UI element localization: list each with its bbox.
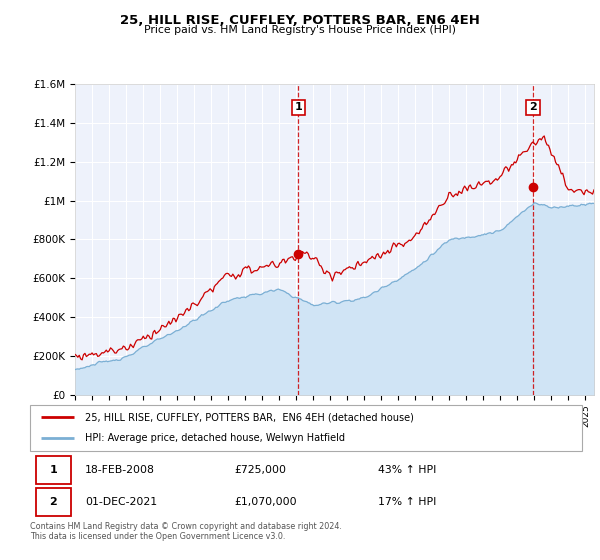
Text: 18-FEB-2008: 18-FEB-2008 xyxy=(85,465,155,475)
FancyBboxPatch shape xyxy=(35,488,71,516)
Text: This data is licensed under the Open Government Licence v3.0.: This data is licensed under the Open Gov… xyxy=(30,532,286,541)
FancyBboxPatch shape xyxy=(35,455,71,484)
Text: 2: 2 xyxy=(50,497,58,507)
Text: 25, HILL RISE, CUFFLEY, POTTERS BAR,  EN6 4EH (detached house): 25, HILL RISE, CUFFLEY, POTTERS BAR, EN6… xyxy=(85,412,414,422)
Text: 43% ↑ HPI: 43% ↑ HPI xyxy=(378,465,436,475)
Text: £1,070,000: £1,070,000 xyxy=(234,497,297,507)
Text: HPI: Average price, detached house, Welwyn Hatfield: HPI: Average price, detached house, Welw… xyxy=(85,433,345,444)
Text: Contains HM Land Registry data © Crown copyright and database right 2024.: Contains HM Land Registry data © Crown c… xyxy=(30,522,342,531)
Text: 17% ↑ HPI: 17% ↑ HPI xyxy=(378,497,436,507)
Text: £725,000: £725,000 xyxy=(234,465,286,475)
Text: 1: 1 xyxy=(295,102,302,113)
Text: 25, HILL RISE, CUFFLEY, POTTERS BAR, EN6 4EH: 25, HILL RISE, CUFFLEY, POTTERS BAR, EN6… xyxy=(120,14,480,27)
Text: 2: 2 xyxy=(529,102,537,113)
FancyBboxPatch shape xyxy=(30,405,582,451)
Text: 01-DEC-2021: 01-DEC-2021 xyxy=(85,497,157,507)
Text: Price paid vs. HM Land Registry's House Price Index (HPI): Price paid vs. HM Land Registry's House … xyxy=(144,25,456,35)
Text: 1: 1 xyxy=(50,465,58,475)
